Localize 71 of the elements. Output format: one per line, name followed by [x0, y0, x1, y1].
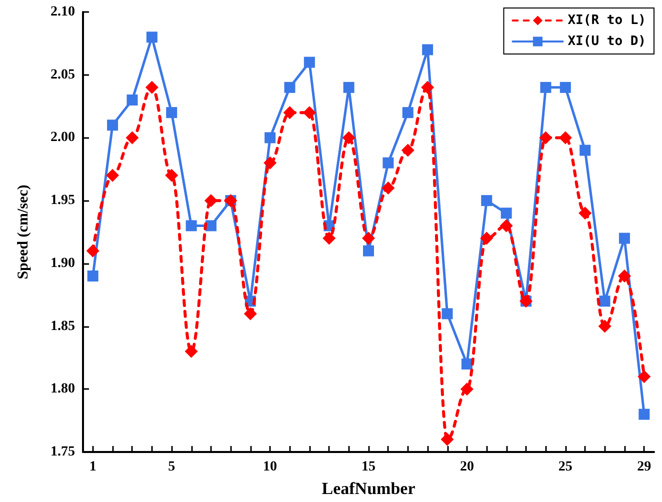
point	[145, 80, 158, 94]
point	[638, 370, 651, 384]
point	[165, 168, 178, 182]
point	[461, 358, 472, 370]
y-axis-title: Speed (cm/sec)	[16, 184, 32, 280]
x-axis-title: LeafNumber	[322, 479, 416, 498]
point	[264, 132, 276, 144]
point	[580, 144, 591, 156]
point	[481, 195, 492, 206]
point	[539, 131, 552, 144]
point	[540, 82, 552, 93]
point	[86, 244, 100, 258]
point	[87, 270, 98, 282]
point	[107, 120, 118, 131]
point	[382, 157, 394, 168]
point	[342, 131, 356, 144]
point	[638, 408, 650, 420]
point	[244, 307, 257, 320]
x-tick-label: 29	[637, 460, 652, 474]
y-tick-label: 2.00	[50, 130, 75, 146]
point	[283, 106, 296, 120]
point	[166, 107, 178, 118]
point	[205, 220, 216, 232]
x-tick-label: 15	[362, 460, 376, 474]
point	[460, 382, 474, 396]
y-tick-label: 2.10	[50, 4, 75, 20]
point	[264, 156, 277, 170]
point	[578, 206, 592, 220]
point	[401, 144, 414, 157]
point	[599, 296, 610, 307]
point	[146, 32, 158, 43]
point	[618, 270, 631, 282]
point	[598, 320, 612, 333]
y-tick-label: 2.05	[50, 67, 75, 82]
y-tick-label: 1.90	[50, 256, 75, 271]
point	[618, 232, 630, 244]
point	[480, 232, 494, 245]
legend-label: XI(R to L)	[568, 13, 646, 28]
y-tick-label: 1.75	[50, 444, 75, 460]
point	[362, 232, 375, 245]
point	[204, 194, 218, 208]
point	[126, 131, 139, 144]
point	[126, 94, 138, 106]
point	[560, 82, 571, 93]
point	[343, 82, 354, 93]
point	[363, 245, 374, 256]
point	[421, 80, 434, 94]
y-tick-label: 1.80	[50, 382, 75, 397]
y-tick-label: 1.85	[50, 318, 75, 334]
x-tick-label: 25	[558, 460, 572, 474]
point	[500, 208, 512, 219]
legend-label: XI(U to D)	[568, 34, 646, 49]
point	[382, 182, 395, 194]
x-tick-label: 20	[460, 460, 474, 474]
point	[106, 168, 120, 182]
y-tick-label: 1.95	[50, 193, 75, 208]
point	[322, 232, 336, 245]
point	[186, 220, 197, 232]
point	[442, 308, 453, 320]
x-tick-label: 10	[263, 460, 278, 474]
point	[304, 56, 315, 68]
point	[284, 82, 296, 93]
x-tick-label: 1	[89, 460, 96, 474]
point	[302, 106, 316, 120]
point	[500, 219, 513, 232]
point	[402, 107, 414, 118]
point	[558, 131, 572, 144]
point	[184, 344, 198, 358]
x-tick-label: 5	[168, 460, 176, 474]
point	[422, 44, 434, 56]
point	[440, 432, 454, 446]
